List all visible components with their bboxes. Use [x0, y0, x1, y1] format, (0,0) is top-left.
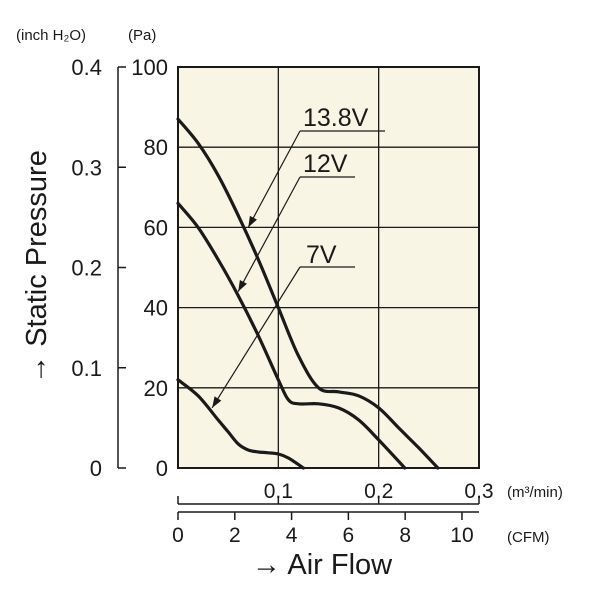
series-label-7V: 7V — [306, 241, 337, 269]
x-axis-title: → Air Flow — [252, 549, 393, 581]
y-secondary-tick-label: 0.3 — [71, 155, 102, 180]
series-label-12V: 12V — [303, 150, 348, 178]
leader-line — [247, 130, 301, 228]
axis-tick-labels: 0 0.1 0.2 0.3 0.4 0 20 40 60 80 100 0.1 0.2 0.3 0 2 4 6 8 1… — [71, 55, 493, 547]
series-line-13.8V — [176, 117, 440, 470]
series-label-13.8V: 13.8V — [303, 104, 369, 132]
x-primary-unit: (m³/min) — [507, 484, 563, 501]
y-secondary-tick-label: 0.2 — [71, 256, 102, 281]
series-line-7V — [176, 378, 305, 470]
x-secondary-tick-label: 2 — [229, 524, 241, 547]
axis-ticks — [118, 66, 480, 520]
y-primary-unit: (Pa) — [128, 27, 156, 44]
x-secondary-tick-label: 0 — [172, 524, 184, 547]
y-primary-tick-label: 0 — [156, 456, 168, 481]
y-secondary-tick-label: 0 — [90, 456, 102, 481]
y-primary-tick-label: 40 — [144, 296, 168, 321]
y-secondary-tick-label: 0.1 — [71, 356, 102, 381]
x-primary-tick-label: 0.3 — [464, 480, 493, 503]
series-line-12V — [176, 201, 407, 470]
x-secondary-unit: (CFM) — [507, 529, 549, 546]
leader-arrowhead — [248, 215, 257, 228]
y-primary-tick-label: 100 — [131, 55, 168, 80]
leader-arrowhead — [238, 279, 247, 292]
y-secondary-unit: (inch H₂O) — [16, 27, 86, 44]
leader-arrowhead — [212, 396, 222, 408]
x-primary-tick-label: 0.1 — [264, 480, 293, 503]
y-primary-tick-label: 60 — [144, 215, 168, 240]
y-primary-tick-label: 20 — [144, 376, 168, 401]
leader-line — [211, 266, 301, 409]
y-primary-tick-label: 80 — [144, 135, 168, 160]
x-primary-tick-label: 0.2 — [364, 480, 393, 503]
series-labels: 13.8V 12V 7V — [211, 104, 385, 409]
data-series — [176, 117, 440, 470]
y-axis-title: → Static Pressure — [21, 150, 53, 384]
x-secondary-tick-label: 4 — [286, 524, 298, 547]
leader-line — [237, 176, 301, 292]
plot-frame — [177, 66, 480, 469]
x-secondary-tick-label: 10 — [450, 524, 473, 547]
y-secondary-tick-label: 0.4 — [71, 55, 102, 80]
x-secondary-tick-label: 6 — [343, 524, 355, 547]
x-secondary-tick-label: 8 — [399, 524, 411, 547]
